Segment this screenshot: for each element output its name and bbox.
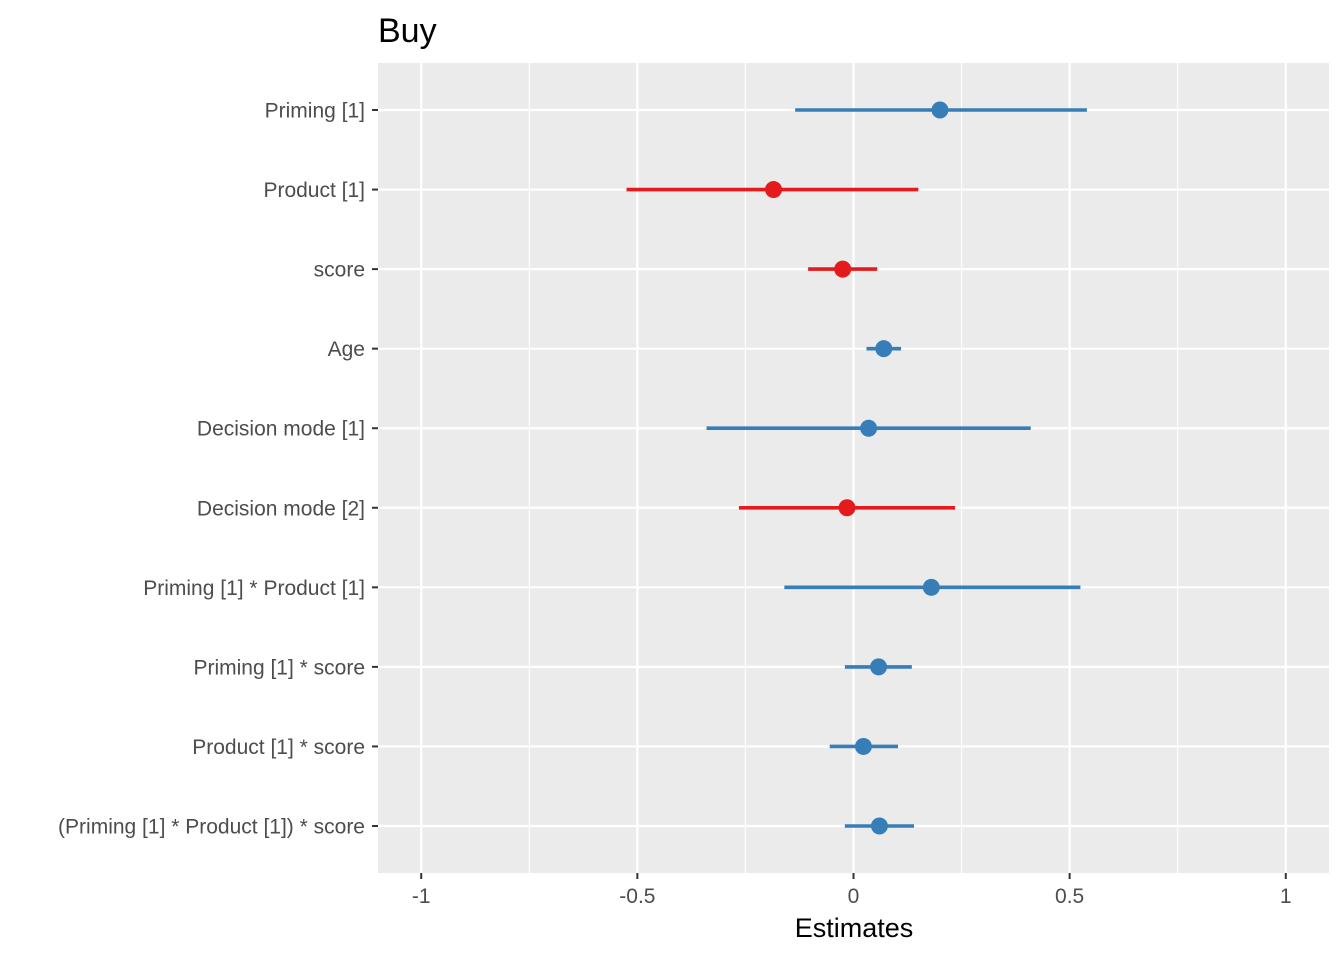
chart-title: Buy [378, 12, 437, 50]
x-tick-label: 0.5 [1055, 885, 1084, 908]
estimate-point [870, 658, 888, 676]
estimate-point [875, 340, 893, 358]
y-tick-label: score [314, 259, 365, 282]
estimate-point [838, 499, 856, 517]
y-tick-label: (Priming [1] * Product [1]) * score [58, 816, 365, 839]
y-tick-label: Priming [1] * score [193, 656, 365, 679]
estimate-point [860, 419, 878, 437]
y-tick-label: Product [1] [263, 179, 365, 202]
y-tick-label: Decision mode [1] [197, 418, 365, 441]
x-tick-label: -1 [412, 885, 431, 908]
estimate-point [765, 181, 783, 199]
x-axis: -1 -0.5 0 0.5 1 [412, 873, 1292, 908]
y-axis: Priming [1] Product [1] score Age Decision m… [58, 100, 378, 839]
estimate-point [834, 260, 852, 278]
y-tick-label: Decision mode [2] [197, 497, 365, 520]
y-tick-label: Priming [1] * Product [1] [143, 577, 365, 600]
estimate-point [922, 578, 940, 596]
x-tick-label: 1 [1280, 885, 1292, 908]
y-tick-label: Product [1] * score [192, 736, 365, 759]
estimate-point [854, 737, 872, 755]
estimate-point [870, 817, 888, 835]
estimate-point [931, 101, 949, 119]
x-axis-title: Estimates [795, 913, 914, 943]
estimate-marks [626, 101, 1087, 835]
minor-gridlines [528, 63, 1179, 873]
y-tick-label: Age [328, 338, 365, 361]
x-tick-label: 0 [848, 885, 860, 908]
y-tick-label: Priming [1] [265, 100, 365, 123]
x-tick-label: -0.5 [619, 885, 655, 908]
